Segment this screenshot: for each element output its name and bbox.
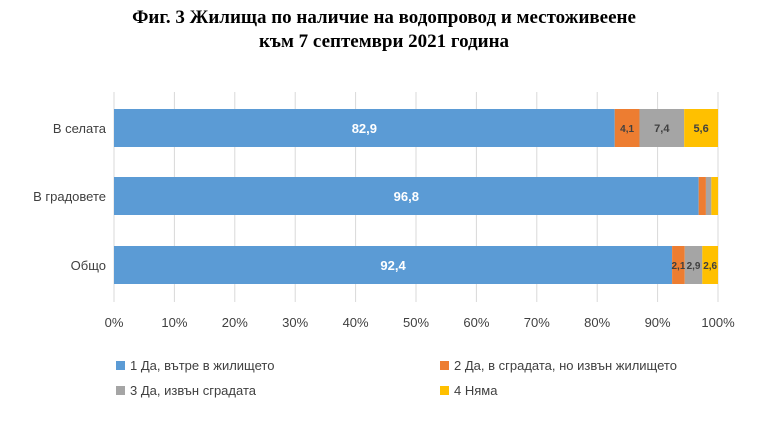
legend-swatch bbox=[116, 386, 125, 395]
bar-segment bbox=[684, 109, 718, 147]
x-tick-label: 20% bbox=[222, 315, 248, 330]
bar-segment bbox=[711, 177, 718, 215]
bar-segment bbox=[702, 246, 718, 284]
bar-segment bbox=[684, 246, 703, 284]
bar-segment bbox=[639, 109, 685, 147]
bar-segment bbox=[698, 177, 706, 215]
bar-segment bbox=[672, 246, 685, 284]
bar-segment bbox=[614, 109, 640, 147]
x-tick-label: 80% bbox=[584, 315, 610, 330]
bar-segment bbox=[114, 177, 699, 215]
x-tick-label: 60% bbox=[463, 315, 489, 330]
data-label: 7,4 bbox=[654, 123, 670, 135]
data-label: 4,1 bbox=[620, 124, 634, 135]
legend: 1 Да, вътре в жилището 2 Да, в сградата, … bbox=[116, 358, 677, 398]
category-label: Общо bbox=[71, 258, 106, 273]
x-tick-label: 10% bbox=[161, 315, 187, 330]
bars: 82,9 4,1 7,4 5,6 96,8 92,4 2,1 2,9 2,6 bbox=[114, 109, 718, 284]
data-label: 82,9 bbox=[352, 121, 377, 136]
bar-segment bbox=[705, 177, 712, 215]
bar-segment bbox=[114, 246, 673, 284]
legend-swatch bbox=[440, 386, 449, 395]
data-label: 92,4 bbox=[380, 258, 406, 273]
legend-label: 2 Да, в сградата, но извън жилището bbox=[454, 358, 677, 373]
chart-title-line-1: Фиг. 3 Жилища по наличие на водопровод и… bbox=[132, 7, 636, 28]
category-label: В градовете bbox=[33, 189, 106, 204]
category-labels: В селата В градовете Общо bbox=[33, 121, 107, 273]
x-tick-labels: 0% 10% 20% 30% 40% 50% 60% 70% 80% 90% 100% bbox=[105, 315, 735, 330]
category-label: В селата bbox=[53, 121, 107, 136]
x-tick-label: 40% bbox=[343, 315, 369, 330]
x-tick-label: 90% bbox=[645, 315, 671, 330]
legend-swatch bbox=[116, 361, 125, 370]
x-tick-label: 100% bbox=[701, 315, 735, 330]
legend-label: 1 Да, вътре в жилището bbox=[130, 358, 274, 373]
data-label: 96,8 bbox=[394, 189, 419, 204]
legend-swatch bbox=[440, 361, 449, 370]
x-tick-label: 0% bbox=[105, 315, 124, 330]
x-tick-label: 30% bbox=[282, 315, 308, 330]
x-tick-label: 70% bbox=[524, 315, 550, 330]
x-tick-label: 50% bbox=[403, 315, 429, 330]
chart-title-line-2: към 7 септември 2021 година bbox=[258, 31, 510, 52]
data-label: 5,6 bbox=[693, 123, 708, 135]
data-label: 2,9 bbox=[687, 261, 701, 272]
legend-label: 4 Няма bbox=[454, 383, 498, 398]
chart-title: Фиг. 3 Жилища по наличие на водопровод и… bbox=[0, 6, 768, 54]
bar-segment bbox=[114, 109, 615, 147]
legend-label: 3 Да, извън сградата bbox=[130, 383, 257, 398]
data-label: 2,6 bbox=[703, 261, 717, 272]
data-label: 2,1 bbox=[671, 261, 685, 272]
